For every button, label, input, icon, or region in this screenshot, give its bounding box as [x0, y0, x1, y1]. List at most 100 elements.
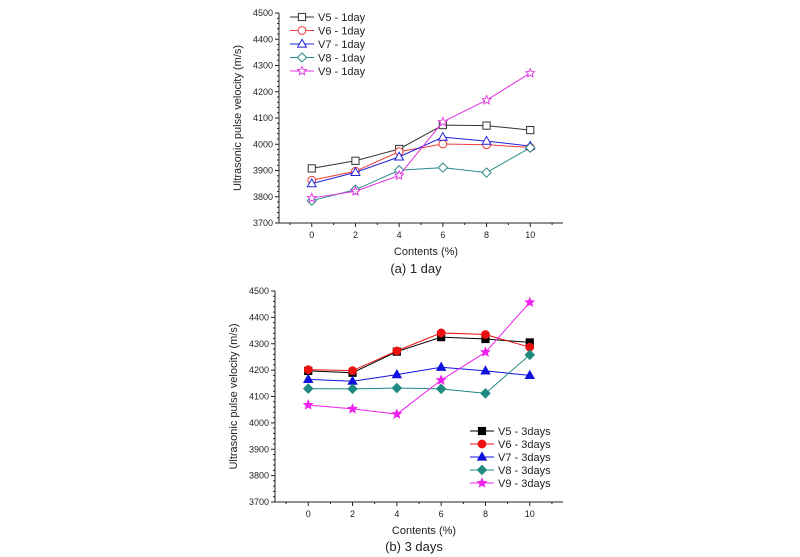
- legend-marker: [477, 439, 487, 449]
- series-line: [308, 336, 530, 374]
- data-point: [524, 296, 536, 308]
- x-tick-label: 10: [525, 230, 535, 240]
- data-point: [392, 346, 402, 356]
- y-tick-label: 3800: [249, 471, 269, 481]
- chart-caption: (a) 1 day: [390, 261, 442, 276]
- data-point: [306, 192, 318, 203]
- x-axis-title: Contents (%): [394, 246, 458, 258]
- legend-label: V7 - 1day: [318, 39, 366, 51]
- data-point: [391, 369, 403, 379]
- x-tick-label: 0: [309, 230, 314, 240]
- y-tick-label: 4500: [253, 8, 273, 18]
- data-point: [436, 328, 446, 338]
- chart-a: 3700 3800 3900 4000 4100 4200 4300 4400 4500 0 2 4 6…: [232, 8, 563, 276]
- legend-label: V9 - 1day: [318, 66, 366, 78]
- x-tick-label: 6: [440, 230, 445, 240]
- data-point: [480, 388, 491, 399]
- legend-marker: [476, 477, 488, 488]
- x-tick-label: 10: [525, 509, 535, 519]
- x-tick-label: 8: [483, 509, 488, 519]
- data-point: [347, 403, 359, 414]
- data-point: [393, 169, 405, 181]
- data-point: [524, 349, 536, 361]
- series-line: [311, 124, 531, 169]
- legend-label: V6 - 3days: [498, 439, 551, 451]
- series-line: [308, 354, 531, 394]
- y-tick-label: 3900: [253, 166, 273, 176]
- legend-label: V8 - 3days: [498, 465, 551, 477]
- legend-label: V5 - 3days: [498, 426, 551, 438]
- legend-marker: [476, 451, 488, 461]
- y-tick-label: 4000: [249, 418, 269, 428]
- x-tick-label: 4: [394, 509, 399, 519]
- chart-caption: (b) 3 days: [385, 539, 443, 554]
- x-tick-label: 0: [306, 509, 311, 519]
- y-tick-label: 3900: [249, 444, 269, 454]
- legend-label: V7 - 3days: [498, 452, 551, 464]
- legend-label: V6 - 1day: [318, 26, 366, 38]
- x-tick-label: 4: [397, 230, 402, 240]
- data-point: [351, 156, 360, 165]
- x-axis-title: Contents (%): [392, 525, 456, 537]
- legend-marker: [297, 26, 307, 35]
- data-point: [479, 346, 491, 357]
- y-tick-label: 4200: [253, 87, 273, 97]
- data-point: [391, 408, 403, 419]
- legend-label: V5 - 1day: [318, 12, 366, 24]
- data-point: [435, 383, 447, 395]
- data-point: [306, 195, 318, 206]
- y-tick-label: 3700: [253, 218, 273, 228]
- data-point: [348, 366, 357, 376]
- series-v7: [306, 131, 536, 188]
- legend-marker: [296, 52, 308, 63]
- data-point: [349, 185, 361, 196]
- legend-marker: [477, 426, 487, 436]
- data-point: [302, 383, 314, 394]
- data-point: [481, 330, 490, 339]
- y-tick-label: 4100: [253, 113, 273, 123]
- series-v8: [302, 349, 536, 399]
- data-point: [437, 162, 449, 173]
- data-point: [481, 94, 493, 105]
- legend-marker: [296, 65, 308, 76]
- series-line: [311, 147, 531, 202]
- data-point: [302, 399, 314, 410]
- data-point: [481, 135, 492, 145]
- y-tick-label: 4000: [253, 139, 273, 149]
- x-tick-label: 2: [350, 509, 355, 519]
- data-point: [437, 116, 449, 127]
- data-point: [302, 373, 314, 383]
- series-line: [311, 72, 531, 199]
- series-v7: [302, 361, 536, 385]
- y-tick-label: 4300: [253, 61, 273, 71]
- legend-marker: [296, 38, 308, 48]
- data-point: [435, 361, 447, 371]
- y-tick-label: 4100: [249, 392, 269, 402]
- series-line: [311, 143, 531, 181]
- series-v6: [303, 328, 535, 376]
- y-tick-label: 4400: [249, 312, 269, 322]
- data-point: [303, 365, 313, 374]
- data-point: [524, 142, 536, 153]
- data-point: [391, 382, 403, 394]
- y-tick-label: 4400: [253, 34, 273, 44]
- x-tick-label: 6: [439, 509, 444, 519]
- data-point: [437, 131, 449, 141]
- data-point: [438, 139, 448, 149]
- data-point: [526, 125, 535, 135]
- y-tick-label: 3800: [253, 192, 273, 202]
- data-point: [306, 178, 318, 188]
- legend-label: V9 - 3days: [498, 478, 551, 490]
- data-point: [481, 167, 492, 178]
- data-point: [480, 365, 491, 375]
- y-tick-label: 4500: [249, 286, 269, 296]
- y-tick-label: 4200: [249, 365, 269, 375]
- x-tick-label: 8: [484, 230, 489, 240]
- series-v9: [306, 67, 536, 203]
- series-v9: [302, 296, 536, 419]
- series-line: [308, 332, 530, 372]
- legend-marker: [476, 464, 488, 476]
- series-line: [308, 366, 530, 382]
